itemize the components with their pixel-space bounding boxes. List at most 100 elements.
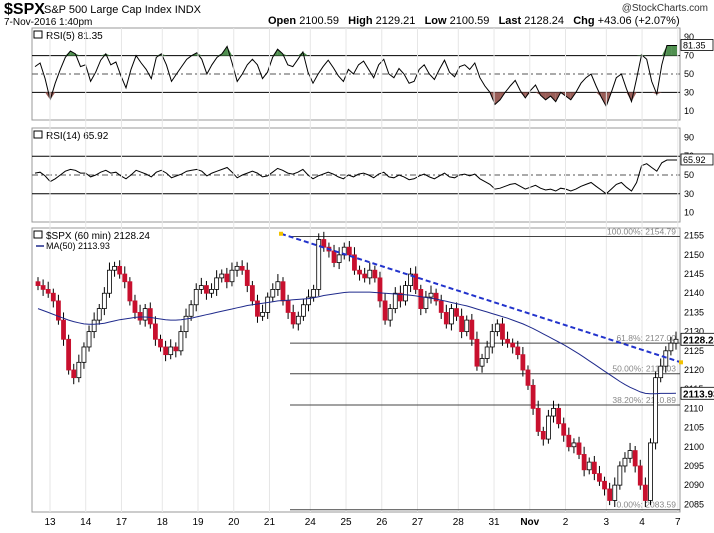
candle-body [658,365,664,379]
candle-body [193,289,199,306]
x-tick-label: 27 [412,517,424,528]
candle-body [556,407,562,425]
candle-body [219,273,225,279]
candle-body [142,308,148,321]
x-tick-label: 13 [44,517,56,528]
candle-body [648,442,653,501]
candle-body [229,269,235,283]
candle-body [280,281,286,302]
candle-body [86,331,92,348]
candle-body [45,289,51,294]
rsi-title: RSI(14) 65.92 [46,131,109,142]
candle-body [107,269,112,294]
candle-body [214,277,220,290]
candle-body [382,300,388,321]
candle-body [285,300,291,313]
oversold-fill [656,92,662,95]
candle-body [510,342,516,348]
chart-header: $SPX S&P 500 Large Cap Index INDX @Stock… [0,0,714,30]
y-tick-label: 50 [684,170,694,180]
candle-body [163,346,169,356]
y-tick-label: 2100 [684,442,704,452]
candle-body [183,315,189,333]
last-value-box [680,153,714,166]
candle-body [607,488,613,501]
y-tick-label: 10 [684,208,694,218]
x-tick-label: 18 [157,517,169,528]
candle-body [275,281,281,290]
x-tick-label: 14 [80,517,92,528]
overbought-fill [636,54,642,56]
candle-body [40,285,46,290]
overbought-fill [302,51,308,56]
candle-body [489,331,495,348]
y-tick-label: 2140 [684,288,704,298]
candle-body [91,319,97,333]
candle-body [117,265,123,275]
candle-body [35,281,41,286]
candle-body [306,296,311,306]
y-tick-label: 90 [684,132,694,142]
fib-level-label: 0.00%: 2083.59 [616,500,676,510]
candle-body [642,484,648,501]
candle-body [270,289,276,298]
y-tick-label: 2090 [684,480,704,490]
candle-body [209,289,214,294]
candle-body [469,319,475,340]
candle-body [454,308,459,317]
last-value-label: 65.92 [683,155,706,165]
rsi-line [34,45,677,108]
oversold-fill [565,92,571,100]
candle-body [392,292,398,309]
candle-body [137,312,143,321]
candle-body [494,323,500,333]
price-panel-frame [31,227,681,513]
candle-body [290,312,296,325]
candle-body [178,331,184,352]
candle-body [301,304,306,317]
candle-body [668,342,674,352]
symbol: $SPX [4,1,45,18]
last-value-box [680,39,714,51]
copyright[interactable]: @StockCharts.com [621,3,708,14]
candle-body [234,265,240,271]
candle-body [331,250,337,263]
x-tick-label: 19 [192,517,204,528]
y-tick-label: 2150 [684,250,704,260]
y-tick-label: 50 [684,69,694,79]
timestamp: 7-Nov-2016 1:40pm [4,17,93,28]
candle-body [505,338,510,344]
candle-body [561,423,567,436]
trend-line [280,232,682,364]
index-name: S&P 500 Large Cap Index INDX [44,4,201,16]
candle-body [520,354,526,371]
y-tick-label: 70 [684,51,694,61]
candle-body [198,285,204,290]
candle-body [336,254,342,263]
candle-body [71,369,77,379]
x-tick-label: 17 [116,517,128,528]
candle-body [566,434,572,448]
overbought-fill [105,53,111,56]
rsi-title: RSI(5) 81.35 [46,31,103,42]
candle-body [387,308,393,321]
candle-body [622,457,628,467]
candle-body [433,292,439,302]
candle-body [515,346,521,356]
y-tick-label: 2105 [684,423,704,433]
overbought-fill [666,45,672,56]
candle-body [637,465,643,486]
candle-body [101,292,107,309]
oversold-fill [626,92,632,102]
candle-body [591,461,597,475]
candle-body [244,269,250,286]
fib-level-label: 50.00%: 2119.03 [612,364,676,374]
candle-body [352,254,357,271]
candle-body [122,273,128,283]
oversold-fill [651,92,657,95]
candle-body [377,277,383,302]
overbought-fill [282,53,288,56]
price-title: $SPX (60 min) 2128.24 [46,231,150,242]
candle-body [597,473,602,482]
